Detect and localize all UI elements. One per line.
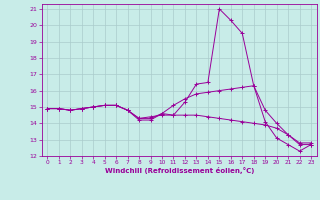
X-axis label: Windchill (Refroidissement éolien,°C): Windchill (Refroidissement éolien,°C): [105, 167, 254, 174]
